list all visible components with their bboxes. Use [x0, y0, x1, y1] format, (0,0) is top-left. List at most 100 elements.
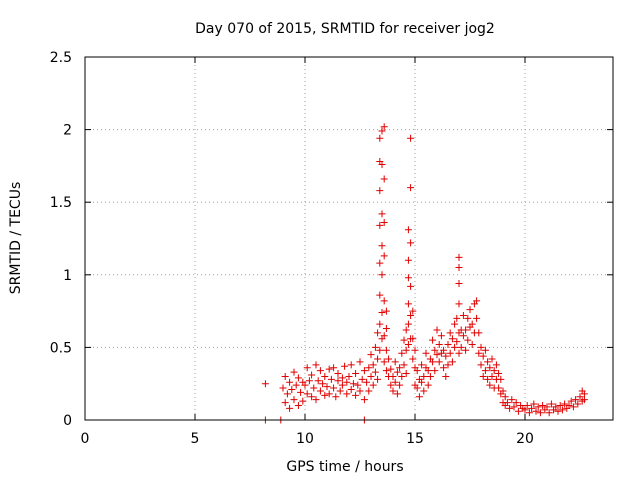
data-point: [367, 351, 375, 359]
data-point: [580, 396, 588, 404]
data-point: [334, 370, 342, 378]
data-point: [281, 399, 289, 407]
data-point: [325, 390, 333, 398]
data-point: [312, 396, 320, 404]
data-point: [424, 381, 432, 389]
data-point: [396, 381, 404, 389]
data-point: [352, 391, 360, 399]
data-point: [330, 364, 338, 372]
data-point: [391, 378, 399, 386]
data-point: [440, 364, 448, 372]
data-point: [446, 329, 454, 337]
data-point: [305, 377, 313, 385]
data-point: [378, 210, 386, 218]
data-point: [495, 384, 503, 392]
data-point: [442, 372, 450, 380]
data-point: [407, 239, 415, 247]
data-point: [418, 378, 426, 386]
data-point: [297, 388, 305, 396]
data-point: [451, 343, 459, 351]
data-point: [418, 361, 426, 369]
data-point: [393, 390, 401, 398]
data-point: [506, 404, 514, 412]
data-point: [508, 396, 516, 404]
data-point: [281, 372, 289, 380]
data-point: [402, 346, 410, 354]
data-point: [499, 387, 507, 395]
data-point: [462, 346, 470, 354]
data-point: [409, 355, 417, 363]
data-point: [558, 406, 566, 414]
data-point: [321, 391, 329, 399]
data-point: [286, 378, 294, 386]
data-point: [466, 306, 474, 314]
data-point: [486, 364, 494, 372]
data-point: [338, 381, 346, 389]
data-point: [462, 326, 470, 334]
data-point: [413, 384, 421, 392]
data-point: [404, 226, 412, 234]
data-point: [448, 358, 456, 366]
data-point: [464, 336, 472, 344]
data-point: [435, 340, 443, 348]
data-point: [376, 346, 384, 354]
data-point: [261, 380, 269, 388]
data-point: [411, 346, 419, 354]
data-point: [468, 320, 476, 328]
data-point: [435, 358, 443, 366]
data-point: [565, 401, 573, 409]
data-point: [444, 361, 452, 369]
data-point: [503, 399, 511, 407]
data-point: [459, 332, 467, 340]
data-point: [325, 365, 333, 373]
data-point: [382, 346, 390, 354]
data-point: [479, 372, 487, 380]
data-point: [413, 367, 421, 375]
data-point: [327, 375, 335, 383]
x-tick-label: 15: [406, 431, 424, 447]
data-point: [356, 387, 364, 395]
data-point: [398, 349, 406, 357]
data-point: [347, 361, 355, 369]
y-tick-label: 2.5: [50, 50, 72, 66]
data-point: [488, 355, 496, 363]
data-point: [440, 346, 448, 354]
data-point: [442, 352, 450, 360]
data-point: [358, 375, 366, 383]
data-point: [431, 367, 439, 375]
y-tick-label: 2: [63, 123, 72, 139]
data-point: [576, 393, 584, 401]
data-point: [512, 399, 520, 407]
data-point: [444, 340, 452, 348]
data-point: [308, 371, 316, 379]
data-point: [349, 380, 357, 388]
data-point: [552, 403, 560, 411]
grid: [85, 57, 613, 420]
data-point: [382, 367, 390, 375]
data-point: [455, 264, 463, 272]
data-point: [330, 384, 338, 392]
data-point: [356, 358, 364, 366]
data-point: [367, 372, 375, 380]
data-point: [455, 300, 463, 308]
data-point: [543, 403, 551, 411]
y-tick-label: 0: [63, 413, 72, 429]
data-point: [347, 386, 355, 394]
data-point: [420, 372, 428, 380]
data-point: [488, 372, 496, 380]
data-point: [448, 335, 456, 343]
y-tick-label: 0.5: [50, 340, 72, 356]
data-point: [567, 397, 575, 405]
data-point: [569, 403, 577, 411]
data-point: [453, 314, 461, 322]
data-point: [455, 253, 463, 261]
data-point: [378, 127, 386, 135]
data-point: [336, 387, 344, 395]
data-point: [534, 403, 542, 411]
data-point: [294, 401, 302, 409]
x-axis-label: GPS time / hours: [286, 459, 403, 475]
data-point: [468, 340, 476, 348]
data-point: [380, 358, 388, 366]
data-point: [407, 311, 415, 319]
